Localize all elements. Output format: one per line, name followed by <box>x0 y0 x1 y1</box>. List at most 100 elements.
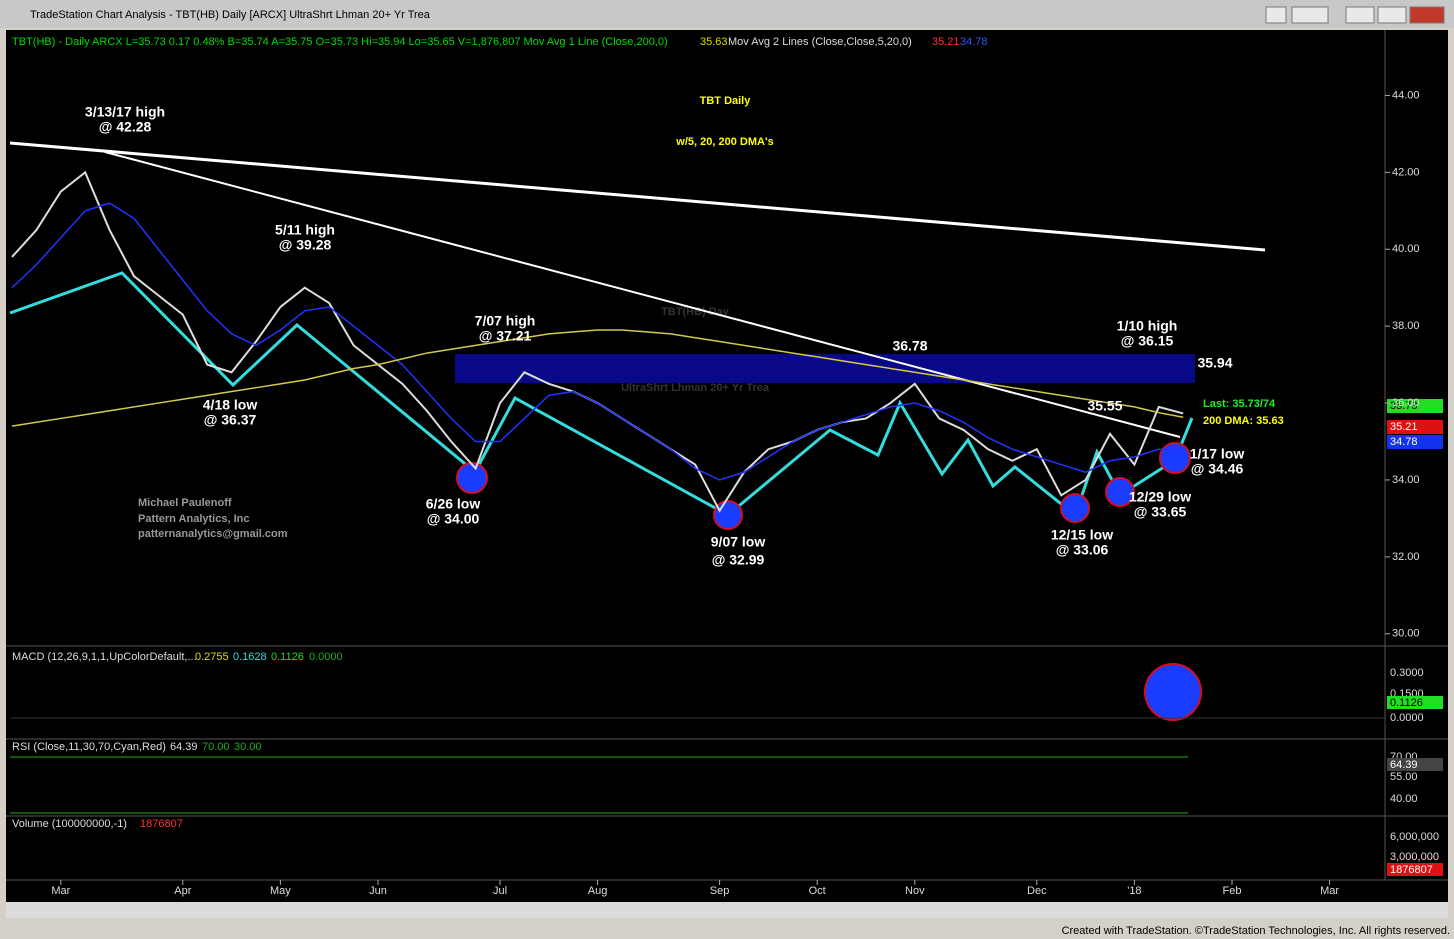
last-note: Last: 35.73/74 <box>1203 398 1276 410</box>
panel-value: 0.2755 <box>195 651 229 663</box>
footer: Created with TradeStation. ©TradeStation… <box>1062 925 1450 937</box>
macd-circle <box>1144 663 1202 721</box>
x-tick-label: '18 <box>1127 885 1141 897</box>
price-line <box>11 329 1184 427</box>
axis-label: 40.00 <box>1390 793 1418 805</box>
x-tick-label: Apr <box>174 885 191 897</box>
y-tick-label: 40.00 <box>1392 243 1420 255</box>
x-tick-label: Nov <box>905 885 925 897</box>
macd-panel: MACD (12,26,9,1,1,UpColorDefault,... 0.2… <box>10 651 1443 724</box>
y-tick-label: 42.00 <box>1392 166 1420 178</box>
y-tick-label: 34.00 <box>1392 474 1420 486</box>
author: Pattern Analytics, Inc <box>138 513 249 525</box>
annotation: @ 37.21 <box>479 328 532 344</box>
y-tick-label: 44.00 <box>1392 89 1420 101</box>
watermark: TBT(HB) Day <box>661 306 730 318</box>
wave-pattern <box>9 271 1194 518</box>
annotation: 9/07 low <box>711 534 766 550</box>
panel-value: 70.00 <box>202 741 230 753</box>
annotation: 7/07 high <box>475 313 536 329</box>
price-tag-label: 34.78 <box>1390 436 1418 448</box>
annotation: 3/13/17 high <box>85 104 165 120</box>
axis-label: 6,000,000 <box>1390 831 1439 843</box>
axis-label: 55.00 <box>1390 771 1418 783</box>
x-tick-label: Sep <box>710 885 730 897</box>
annotation: 5/11 high <box>275 222 335 238</box>
y-tick-label: 36.00 <box>1392 397 1420 409</box>
annotation: @ 32.99 <box>712 552 765 568</box>
panel-value: 64.39 <box>170 741 198 753</box>
annotation: @ 33.65 <box>1134 504 1187 520</box>
close-button[interactable] <box>1409 6 1445 24</box>
minimize-button[interactable] <box>1345 6 1375 24</box>
panel-label: Volume (100000000,-1) <box>12 818 127 830</box>
x-tick-label: May <box>270 885 291 897</box>
chart-title: w/5, 20, 200 DMA's <box>675 136 773 148</box>
title-bar <box>0 0 1454 28</box>
price-tag <box>1387 399 1443 413</box>
header-ma200: 35.63 <box>700 36 728 48</box>
x-tick-label: Feb <box>1223 885 1242 897</box>
annotation: 12/29 low <box>1129 489 1191 505</box>
annotation: 12/15 low <box>1051 527 1113 543</box>
volume-panel: Volume (100000000,-1) 1876807 6,000,000 … <box>12 818 1443 876</box>
symbol-button[interactable] <box>1265 6 1287 24</box>
panel-tag: 1876807 <box>1390 864 1433 876</box>
annotation: 6/26 low <box>426 496 481 512</box>
x-tick-label: Mar <box>1320 885 1339 897</box>
header-ma5: 35.21 <box>932 36 960 48</box>
annotation: 4/18 low <box>203 397 258 413</box>
author: patternanalytics@gmail.com <box>138 528 288 540</box>
scrollbar[interactable] <box>6 902 1448 918</box>
panel-value: 0.1628 <box>233 651 267 663</box>
price-tag <box>1387 435 1443 449</box>
author: Michael Paulenoff <box>138 497 232 509</box>
rsi-panel: RSI (Close,11,30,70,Cyan,Red) 64.39 70.0… <box>10 741 1443 814</box>
annotation: 35.94 <box>1197 355 1232 371</box>
link-button[interactable] <box>1291 6 1329 24</box>
annotation: @ 33.06 <box>1056 542 1109 558</box>
annotation: 35.55 <box>1087 398 1122 414</box>
dma-note: 200 DMA: 35.63 <box>1203 415 1284 427</box>
panel-value: 1876807 <box>140 818 183 830</box>
annotation: @ 36.37 <box>204 412 257 428</box>
axis-label: 0.0000 <box>1390 712 1424 724</box>
annotation: @ 34.46 <box>1191 461 1244 477</box>
maximize-button[interactable] <box>1377 6 1407 24</box>
trend-line <box>104 151 1181 438</box>
x-tick-label: Jun <box>369 885 387 897</box>
x-tick-label: Aug <box>588 885 608 897</box>
panel-value: 30.00 <box>234 741 262 753</box>
annotation: @ 34.00 <box>427 511 480 527</box>
window-title: TradeStation Chart Analysis - TBT(HB) Da… <box>30 9 431 21</box>
panel-tag: 64.39 <box>1390 759 1418 771</box>
panel-label: MACD (12,26,9,1,1,UpColorDefault,... <box>12 651 197 663</box>
watermark: UltraShrt Lhman 20+ Yr Trea <box>621 382 770 394</box>
x-tick-label: Oct <box>809 885 826 897</box>
price-tag-label: 35.73 <box>1390 400 1418 412</box>
axis-label: 0.3000 <box>1390 667 1424 679</box>
pivot-circles <box>456 442 1191 530</box>
header-quote: TBT(HB) - Daily ARCX L=35.73 0.17 0.48% … <box>12 36 668 48</box>
panel-label: RSI (Close,11,30,70,Cyan,Red) <box>12 741 166 753</box>
header-ma2: Mov Avg 2 Lines (Close,Close,5,20,0) <box>728 36 912 48</box>
annotation: @ 36.15 <box>1121 333 1174 349</box>
x-tick-label: Mar <box>51 885 70 897</box>
price-tag <box>1387 420 1443 434</box>
annotation: 36.78 <box>892 338 927 354</box>
annotation: 1/10 high <box>1117 318 1178 334</box>
annotation: 1/17 low <box>1190 446 1245 462</box>
chart-title: TBT Daily <box>700 95 752 107</box>
x-tick-label: Dec <box>1027 885 1047 897</box>
y-tick-label: 38.00 <box>1392 320 1420 332</box>
header-ma20: 34.78 <box>960 36 988 48</box>
y-tick-label: 30.00 <box>1392 628 1420 640</box>
axis-label: 3,000,000 <box>1390 851 1439 863</box>
price-line <box>11 202 1184 481</box>
annotation: @ 42.28 <box>99 119 152 135</box>
panel-tag: 0.1126 <box>1390 697 1423 709</box>
panel-value: 0.1126 <box>271 651 304 663</box>
x-tick-label: Jul <box>493 885 507 897</box>
